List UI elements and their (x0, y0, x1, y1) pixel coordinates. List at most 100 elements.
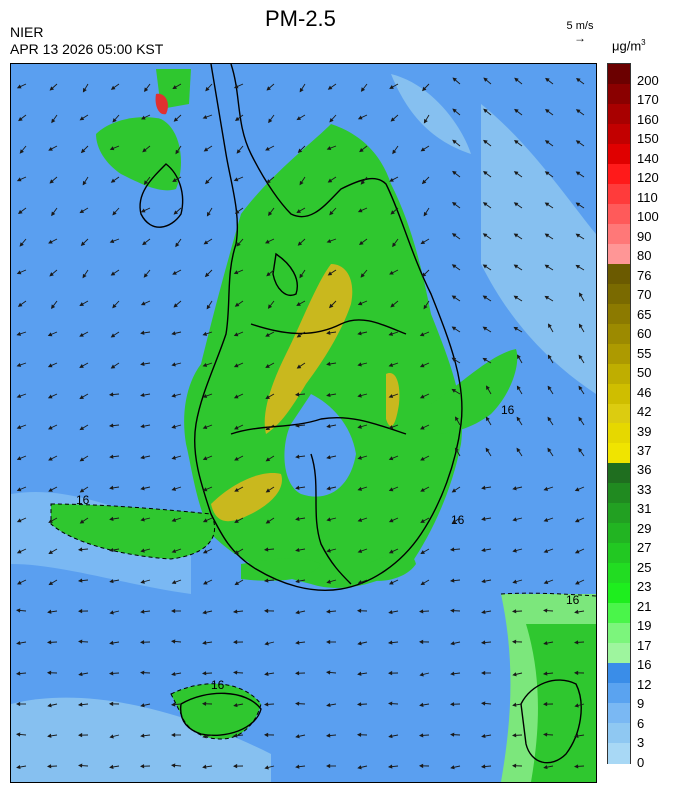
wind-arrow-head (482, 357, 488, 362)
wind-arrow-head (575, 202, 581, 207)
wind-arrow-head (513, 171, 519, 176)
wind-arrow-head (294, 423, 300, 428)
colorbar-segment (608, 303, 630, 325)
wind-arrow-head (388, 425, 394, 430)
wind-arrow-head (109, 548, 114, 553)
wind-arrow-head (419, 763, 424, 769)
wind-arrow-head (451, 519, 457, 524)
wind-arrow-head (357, 301, 363, 306)
wind-arrow-head (266, 272, 271, 277)
colorbar-tick-label: 0 (637, 754, 645, 770)
wind-arrow-head (513, 202, 519, 207)
colorbar-segment (608, 383, 630, 405)
wind-arrow-head (450, 671, 455, 676)
wind-arrow-head (482, 233, 488, 238)
colorbar-segment (608, 123, 630, 145)
wind-arrow-head (452, 77, 457, 82)
wind-arrow-head (356, 702, 362, 707)
wind-arrow-head (512, 486, 517, 491)
wind-arrow-head (295, 764, 300, 769)
wind-arrow-head (418, 733, 424, 738)
units-exponent: 3 (641, 38, 646, 47)
wind-arrow-head (575, 109, 581, 114)
wind-arrow-head (574, 670, 579, 676)
wind-arrow-head (294, 701, 300, 706)
wind-arrow-head (171, 732, 176, 738)
wind-arrow-head (387, 701, 393, 706)
wind-arrow-head (234, 519, 239, 523)
wind-arrow-head (264, 641, 269, 646)
wind-arrow-head (78, 608, 83, 614)
colorbar-tick-label: 120 (637, 170, 659, 186)
wind-arrow-head (451, 233, 457, 238)
wind-arrow-head (112, 210, 117, 216)
wind-arrow-head (140, 424, 145, 429)
wind-arrow-head (202, 640, 207, 645)
contour-lines (50, 503, 596, 740)
wind-arrow-head (387, 640, 393, 645)
wind-arrow-head (390, 303, 395, 308)
colorbar (607, 63, 631, 765)
wind-arrow-head (79, 116, 85, 121)
wind-arrow-head (575, 171, 581, 176)
contour-label: 16 (211, 678, 225, 692)
wind-arrow-head (47, 670, 52, 675)
wind-arrow-head (575, 264, 581, 269)
wind-arrow-head (233, 332, 239, 337)
wind-arrow-head (326, 455, 331, 460)
wind-arrow-head (512, 639, 517, 644)
colorbar-tick-label: 23 (637, 579, 652, 595)
wind-arrow-head (543, 641, 548, 646)
forecast-timestamp: APR 13 2026 05:00 KST (10, 41, 164, 57)
colorbar-segment (608, 543, 630, 565)
wind-arrow-head (295, 454, 300, 459)
wind-arrow-head (110, 85, 116, 90)
wind-arrow-head (142, 240, 147, 246)
wind-arrow-head (513, 264, 519, 269)
wind-arrow-head (545, 77, 550, 83)
wind-arrow-head (325, 733, 331, 738)
wind-arrow-head (171, 331, 176, 336)
wind-arrow-head (297, 241, 303, 246)
colorbar-segment (608, 263, 630, 285)
wind-arrow-head (79, 302, 84, 307)
agency-label: NIER (10, 24, 44, 40)
wind-arrow-head (419, 363, 425, 368)
wind-arrow-head (140, 609, 145, 614)
wind-arrow-head (110, 333, 116, 338)
colorbar-segment (608, 623, 630, 645)
field-central-blue (284, 394, 356, 497)
colorbar-segment (608, 64, 630, 85)
wind-arrow-head (451, 488, 457, 493)
colorbar-tick-label: 19 (637, 618, 652, 634)
wind-arrow-head (423, 118, 428, 124)
colorbar-segment (608, 663, 630, 685)
wind-arrow-head (140, 208, 146, 213)
wind-arrow-head (78, 732, 83, 738)
wind-arrow-head (357, 732, 362, 737)
wind-arrow-head (512, 702, 517, 707)
wind-arrow-head (233, 177, 239, 182)
wind-arrow-head (357, 671, 362, 676)
wind-arrow-head (263, 578, 269, 583)
wind-arrow-head (451, 326, 457, 331)
wind-arrow-head (452, 108, 457, 113)
wind-arrow-head (480, 764, 486, 769)
wind-arrow-head (19, 242, 24, 247)
wind-arrow-head (233, 84, 239, 89)
northwest-coastline (139, 163, 184, 228)
wind-arrow-head (573, 640, 579, 645)
wind-arrow-head (387, 764, 393, 769)
wind-arrow-head (388, 331, 394, 336)
wind-arrow-head (454, 416, 459, 421)
wind-arrow-head (512, 517, 517, 522)
wind-arrow-head (206, 304, 211, 310)
wind-arrow-head (357, 115, 363, 120)
colorbar-segment (608, 523, 630, 545)
wind-arrow-head (140, 579, 145, 584)
wind-arrow-head (264, 671, 269, 676)
wind-arrow-head (357, 517, 363, 522)
colorbar-tick-label: 27 (637, 540, 652, 556)
wind-arrow-head (79, 519, 85, 524)
wind-arrow-head (171, 455, 176, 460)
